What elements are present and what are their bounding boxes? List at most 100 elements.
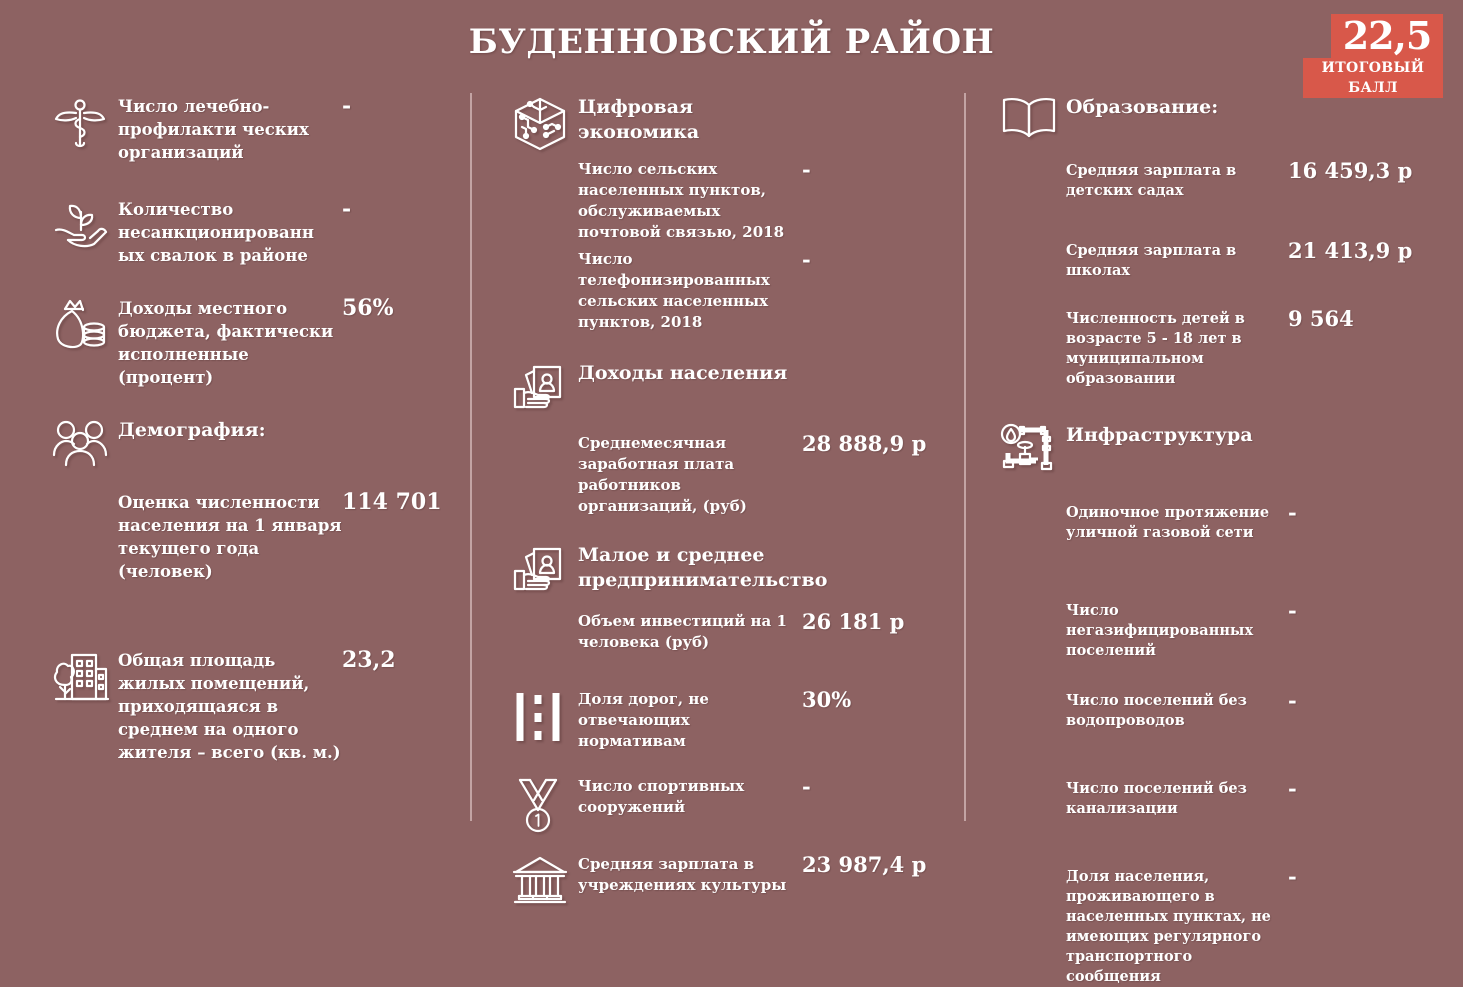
metric-row: Среднемесячная заработная плата работник… bbox=[512, 433, 952, 517]
icon-spacer bbox=[1000, 309, 1066, 367]
metric-label: Число негазифицированных поселений bbox=[1066, 602, 1254, 659]
section-heading-row: Цифровая экономика bbox=[512, 95, 952, 153]
metric-row: Одиночное протяжение уличной газовой сет… bbox=[1000, 500, 1448, 561]
metric-value: - bbox=[342, 93, 352, 119]
metric-value: 30% bbox=[802, 687, 852, 712]
metric-label: Число поселений без водопроводов bbox=[1066, 692, 1247, 729]
metric-row: Число телефонизированных сельских населе… bbox=[512, 249, 952, 333]
icon-spacer bbox=[1000, 503, 1066, 561]
metric-value: 23 987,4 р bbox=[802, 852, 927, 877]
column-divider-2 bbox=[964, 93, 966, 821]
section-heading-row: Демография: bbox=[52, 419, 452, 477]
metric-value: 9 564 bbox=[1288, 306, 1354, 331]
icon-spacer bbox=[1000, 241, 1066, 299]
column-middle: Цифровая экономика Число сельских населен… bbox=[512, 95, 952, 912]
icon-spacer bbox=[1000, 691, 1066, 749]
column-left: Число лечебно-профилакти ческих организа… bbox=[52, 95, 452, 764]
metric-row: Численность детей в возрасте 5 - 18 лет … bbox=[1000, 306, 1448, 389]
hand-money-icon bbox=[512, 543, 578, 601]
section-title: Цифровая экономика bbox=[578, 96, 700, 143]
section-title: Инфраструктура bbox=[1066, 424, 1253, 446]
metric-row: Доля дорог, не отвечающих нормативам 30% bbox=[512, 689, 952, 752]
metric-row: Доля населения, проживающего в населенны… bbox=[1000, 864, 1448, 987]
section-heading-row: Инфраструктура bbox=[1000, 423, 1448, 481]
icon-spacer bbox=[512, 159, 578, 217]
metric-label: Общая площадь жилых помещений, приходяща… bbox=[118, 651, 341, 762]
metric-label: Число сельских населенных пунктов, обслу… bbox=[578, 160, 785, 241]
metric-row: Оценка численности населения на 1 января… bbox=[52, 491, 452, 583]
column-right: Образование: Средняя зарплата в детских с… bbox=[1000, 95, 1448, 987]
buildings-tree-icon bbox=[52, 649, 118, 707]
score-badge: 22,5 ИТОГОВЫЙ БАЛЛ bbox=[1303, 14, 1443, 98]
section-heading-row: Образование: bbox=[1000, 95, 1448, 153]
icon-spacer bbox=[1000, 601, 1066, 659]
page-title: БУДЕННОВСКИЙ РАЙОН bbox=[468, 22, 995, 62]
metric-value: 114 701 bbox=[342, 489, 442, 515]
metric-row: Число негазифицированных поселений - bbox=[1000, 598, 1448, 661]
metric-value: - bbox=[1288, 598, 1297, 623]
metric-row: Число лечебно-профилакти ческих организа… bbox=[52, 95, 452, 164]
metric-value: 23,2 bbox=[342, 647, 396, 673]
pipe-valve-icon bbox=[1000, 423, 1066, 481]
metric-label: Число телефонизированных сельских населе… bbox=[578, 250, 770, 331]
metric-row: Средняя зарплата в детских садах 16 459,3… bbox=[1000, 158, 1448, 219]
header: БУДЕННОВСКИЙ РАЙОН 22,5 ИТОГОВЫЙ БАЛЛ bbox=[0, 0, 1463, 98]
metric-label: Число спортивных сооружений bbox=[578, 777, 745, 816]
open-book-icon bbox=[1000, 95, 1066, 153]
medal-icon bbox=[512, 776, 578, 834]
metric-label: Количество несанкционированн ых свалок в… bbox=[118, 200, 314, 265]
metric-value: - bbox=[1288, 864, 1297, 889]
metric-value: - bbox=[802, 774, 811, 799]
metric-label: Одиночное протяжение уличной газовой сет… bbox=[1066, 504, 1270, 541]
metric-row: Общая площадь жилых помещений, приходяща… bbox=[52, 649, 452, 764]
metric-label: Средняя зарплата в школах bbox=[1066, 242, 1237, 279]
metric-row: Количество несанкционированн ых свалок в… bbox=[52, 198, 452, 267]
icon-spacer bbox=[1000, 867, 1066, 925]
metric-value: - bbox=[802, 247, 811, 272]
metric-value: - bbox=[1288, 688, 1297, 713]
metric-label: Численность детей в возрасте 5 - 18 лет … bbox=[1066, 310, 1245, 387]
metric-value: - bbox=[1288, 776, 1297, 801]
section-title: Образование: bbox=[1066, 96, 1219, 118]
section-title: Малое и среднее предпринимательство bbox=[578, 544, 828, 591]
icon-spacer bbox=[512, 433, 578, 491]
metric-label: Оценка численности населения на 1 января… bbox=[118, 493, 342, 581]
metric-row: Доходы местного бюджета, фактически испо… bbox=[52, 297, 452, 389]
metric-row: Средняя зарплата в школах 21 413,9 р bbox=[1000, 238, 1448, 299]
road-marking-icon bbox=[512, 689, 578, 747]
metric-label: Доля дорог, не отвечающих нормативам bbox=[578, 690, 709, 750]
icon-spacer bbox=[512, 249, 578, 307]
metric-value: 56% bbox=[342, 295, 394, 321]
metric-value: 26 181 р bbox=[802, 609, 905, 634]
icon-spacer bbox=[1000, 779, 1066, 837]
metric-value: - bbox=[342, 196, 352, 222]
score-value: 22,5 bbox=[1331, 14, 1443, 58]
icon-spacer bbox=[52, 491, 118, 549]
metric-label: Доходы местного бюджета, фактически испо… bbox=[118, 299, 334, 387]
metric-row: Число спортивных сооружений - bbox=[512, 776, 952, 834]
metric-row: Число сельских населенных пунктов, обслу… bbox=[512, 159, 952, 243]
metric-value: 28 888,9 р bbox=[802, 431, 927, 456]
caduceus-icon bbox=[52, 95, 118, 153]
metric-label: Доля населения, проживающего в населенны… bbox=[1066, 868, 1271, 985]
section-title: Демография: bbox=[118, 419, 266, 441]
metric-value: - bbox=[802, 157, 811, 182]
people-group-icon bbox=[52, 419, 118, 477]
metric-row: Объем инвестиций на 1 человека (руб) 26 1… bbox=[512, 611, 952, 669]
metric-label: Число поселений без канализации bbox=[1066, 780, 1247, 817]
metric-row: Число поселений без канализации - bbox=[1000, 776, 1448, 837]
icon-spacer bbox=[1000, 161, 1066, 219]
money-bag-icon bbox=[52, 297, 118, 355]
metric-value: 21 413,9 р bbox=[1288, 238, 1413, 263]
metric-label: Объем инвестиций на 1 человека (руб) bbox=[578, 612, 787, 651]
circuit-cube-icon bbox=[512, 95, 578, 153]
metric-label: Средняя зарплата в учреждениях культуры bbox=[578, 855, 787, 894]
metric-value: 16 459,3 р bbox=[1288, 158, 1413, 183]
hand-money-icon bbox=[512, 361, 578, 419]
column-divider-1 bbox=[470, 93, 472, 821]
metric-label: Средняя зарплата в детских садах bbox=[1066, 162, 1237, 199]
section-heading-row: Доходы населения bbox=[512, 361, 952, 419]
section-title: Доходы населения bbox=[578, 362, 788, 384]
metric-value: - bbox=[1288, 500, 1297, 525]
